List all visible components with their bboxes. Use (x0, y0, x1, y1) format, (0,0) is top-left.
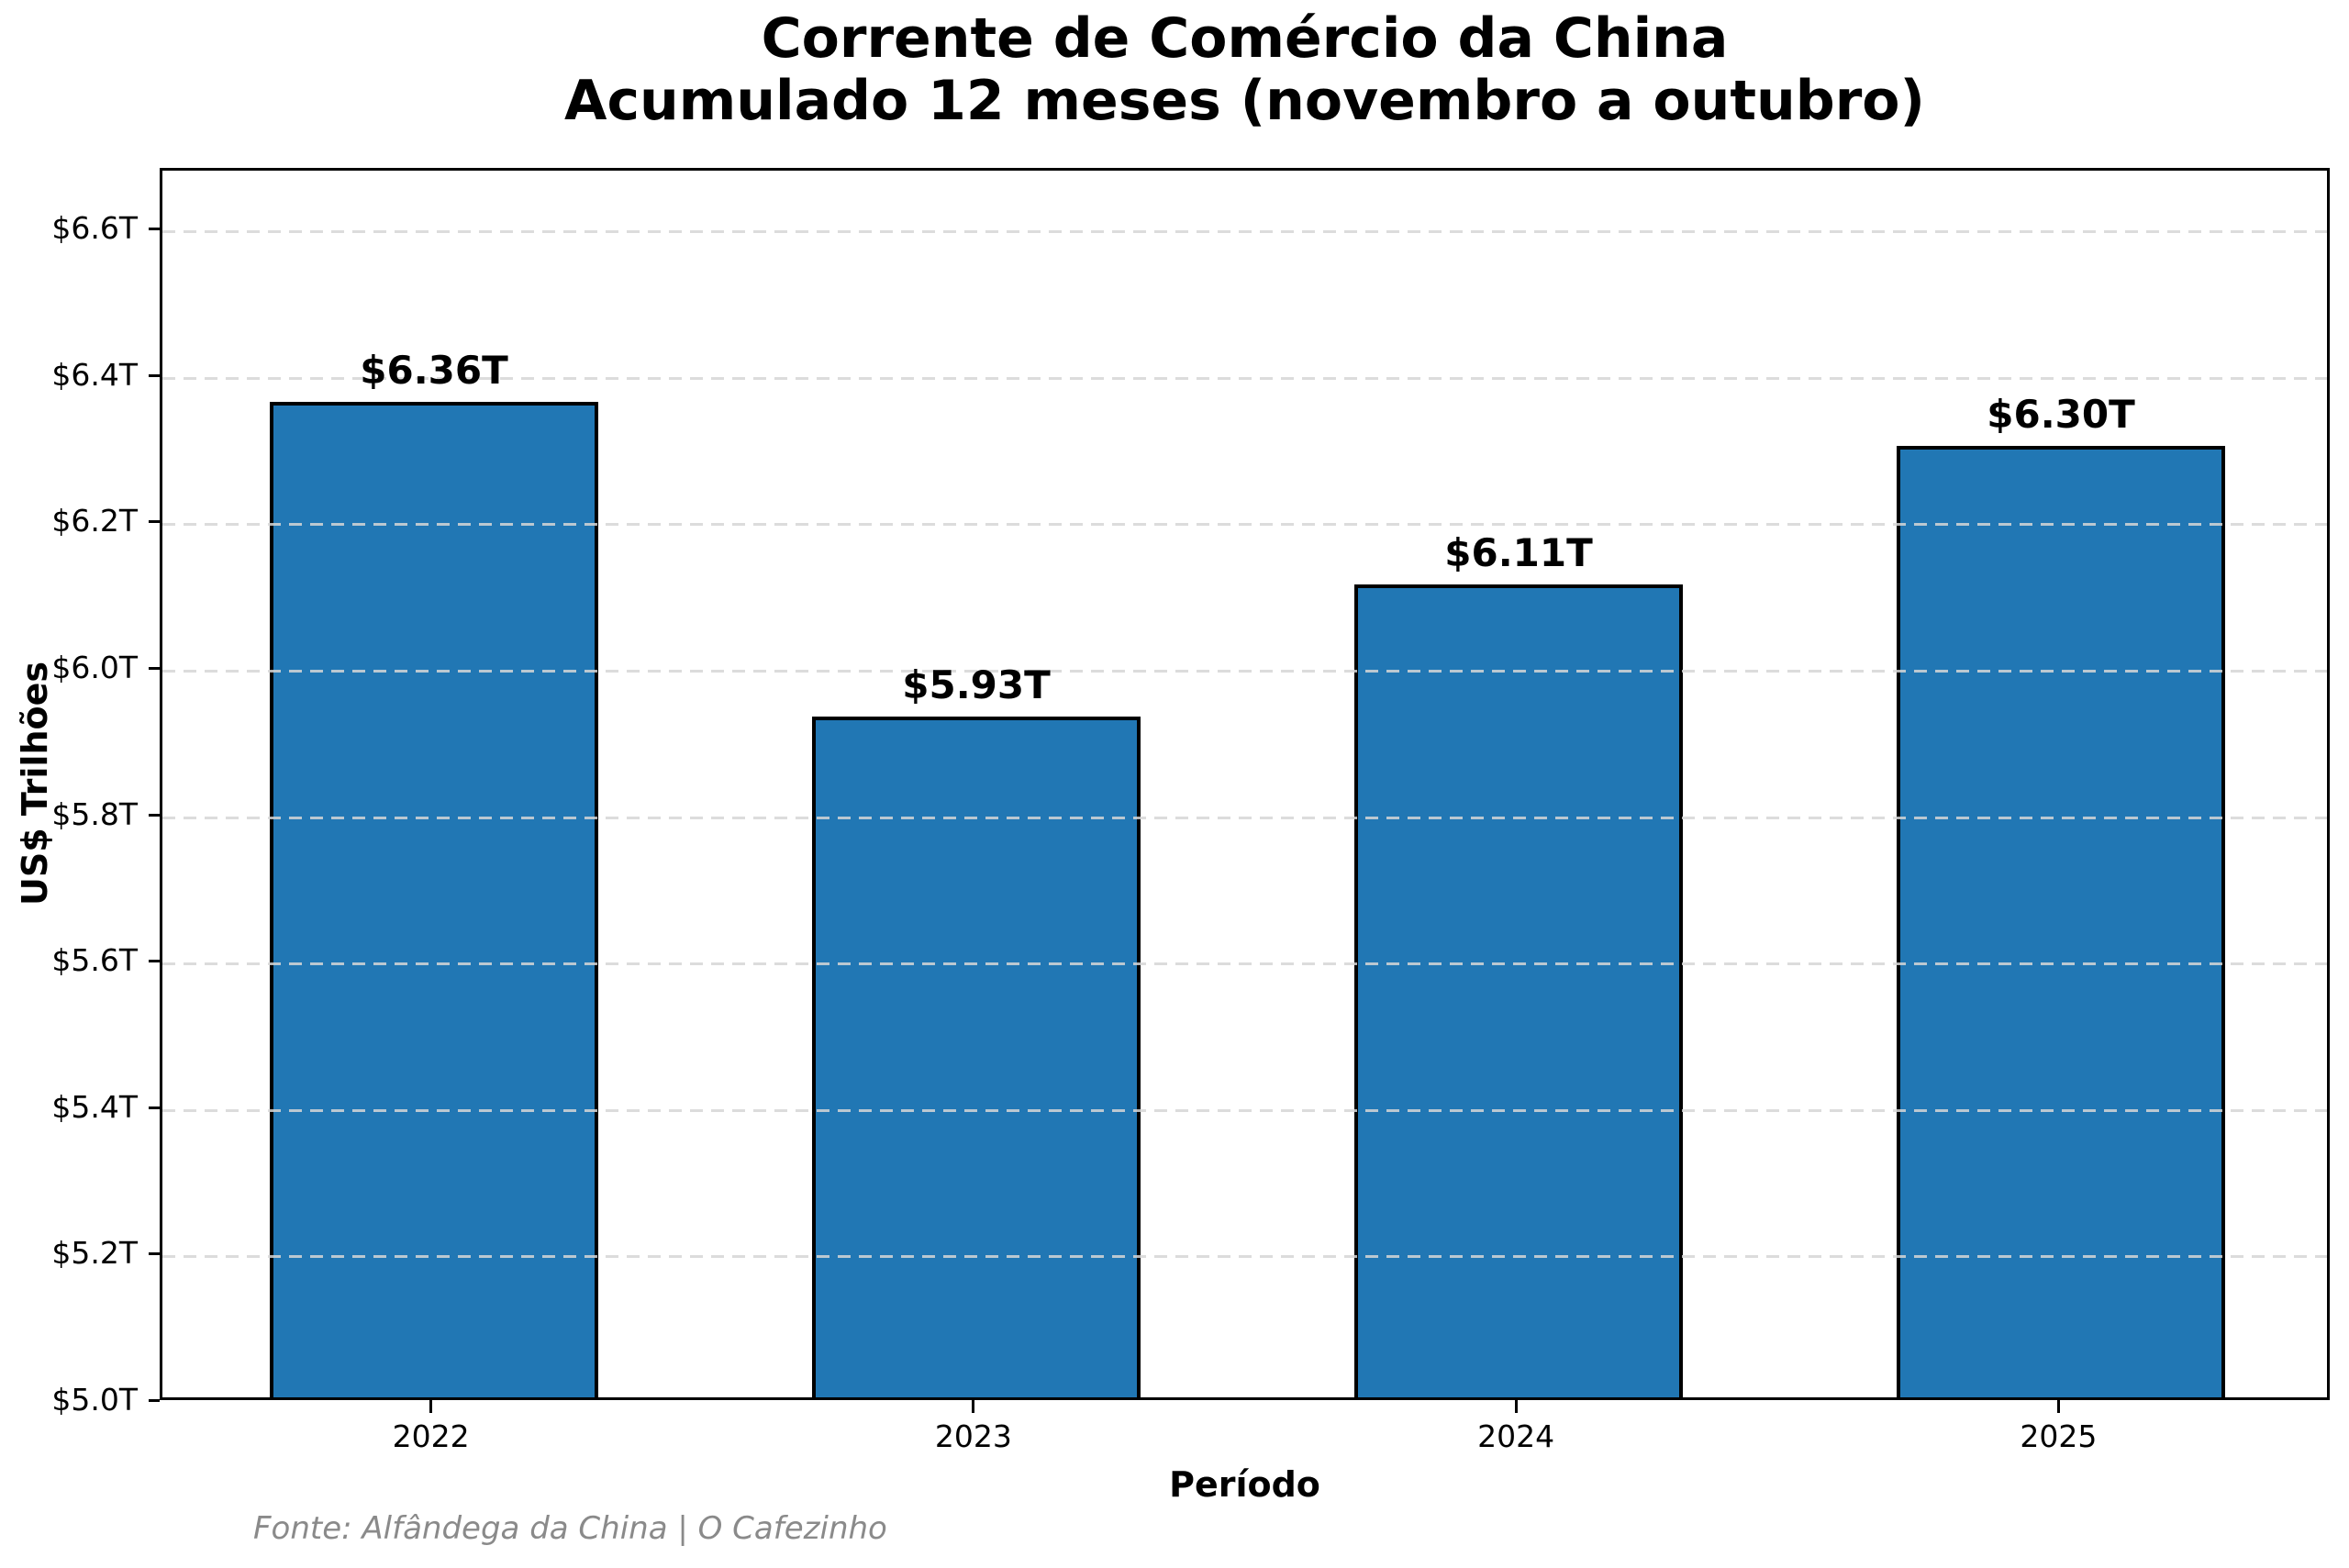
gridline (162, 816, 2327, 819)
source-note: Fonte: Alfândega da China | O Cafezinho (253, 1510, 887, 1547)
y-tick-label: $6.4T (51, 356, 138, 393)
gridline (162, 1108, 2327, 1112)
y-tick-mark (149, 813, 160, 817)
y-tick-mark (149, 667, 160, 671)
bar-value-label: $6.11T (1444, 530, 1593, 575)
x-tick-mark (972, 1400, 975, 1413)
gridline (162, 962, 2327, 966)
chart-title-line2: Acumulado 12 meses (novembro a outubro) (564, 69, 1925, 133)
x-tick-label: 2022 (392, 1418, 470, 1454)
gridline (162, 376, 2327, 380)
y-tick-mark (149, 520, 160, 524)
chart-title: Corrente de Comércio da China Acumulado … (160, 7, 2330, 132)
y-tick-label: $5.0T (51, 1382, 138, 1418)
bar-2025 (1897, 446, 2225, 1397)
bar-2023 (812, 717, 1141, 1397)
bar-2022 (270, 402, 598, 1397)
y-tick-mark (149, 1399, 160, 1402)
chart-title-line1: Corrente de Comércio da China (761, 6, 1729, 71)
y-tick-label: $5.4T (51, 1088, 138, 1125)
x-tick-label: 2025 (2020, 1418, 2098, 1454)
plot-area: $6.36T $5.93T $6.11T $6.30T (160, 168, 2330, 1400)
y-tick-label: $6.2T (51, 503, 138, 539)
y-axis-title: US$ Trilhões (15, 662, 55, 906)
x-tick-mark (429, 1400, 433, 1413)
bar-value-label: $6.36T (360, 348, 508, 393)
y-tick-mark (149, 228, 160, 231)
x-tick-mark (1514, 1400, 1518, 1413)
bar-value-label: $6.30T (1987, 392, 2135, 437)
x-tick-label: 2023 (934, 1418, 1012, 1454)
y-tick-label: $5.8T (51, 795, 138, 832)
y-tick-label: $5.2T (51, 1235, 138, 1272)
bar-value-label: $5.93T (902, 662, 1051, 707)
y-tick-label: $6.0T (51, 650, 138, 686)
y-tick-label: $5.6T (51, 942, 138, 979)
bar-2024 (1354, 584, 1683, 1397)
y-tick-label: $6.6T (51, 210, 138, 247)
gridline (162, 230, 2327, 234)
x-tick-label: 2024 (1477, 1418, 1555, 1454)
gridline (162, 670, 2327, 673)
x-axis-title: Período (1169, 1464, 1320, 1505)
y-tick-mark (149, 373, 160, 377)
gridline (162, 523, 2327, 527)
y-tick-mark (149, 1252, 160, 1256)
y-tick-mark (149, 1106, 160, 1109)
y-tick-mark (149, 960, 160, 963)
gridline (162, 1255, 2327, 1259)
x-tick-mark (2056, 1400, 2060, 1413)
